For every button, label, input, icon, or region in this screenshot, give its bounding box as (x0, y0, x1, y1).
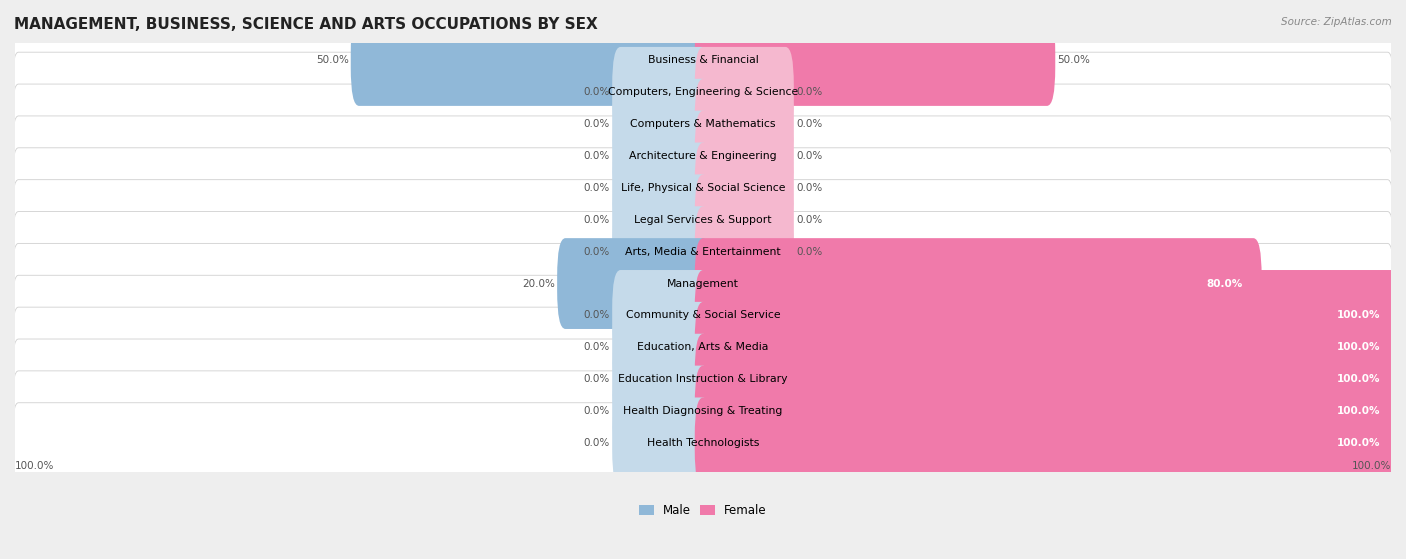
FancyBboxPatch shape (695, 143, 794, 233)
FancyBboxPatch shape (13, 307, 1393, 387)
Text: 0.0%: 0.0% (796, 247, 823, 257)
Text: 20.0%: 20.0% (522, 278, 555, 288)
Text: Education Instruction & Library: Education Instruction & Library (619, 374, 787, 384)
FancyBboxPatch shape (13, 371, 1393, 451)
Text: 0.0%: 0.0% (583, 342, 610, 352)
Text: 0.0%: 0.0% (583, 374, 610, 384)
Text: Computers & Mathematics: Computers & Mathematics (630, 119, 776, 129)
Text: 0.0%: 0.0% (583, 438, 610, 448)
Text: 100.0%: 100.0% (1337, 406, 1381, 416)
FancyBboxPatch shape (13, 116, 1393, 196)
FancyBboxPatch shape (695, 397, 1399, 489)
Text: Health Technologists: Health Technologists (647, 438, 759, 448)
FancyBboxPatch shape (13, 402, 1393, 483)
Text: Health Diagnosing & Treating: Health Diagnosing & Treating (623, 406, 783, 416)
FancyBboxPatch shape (695, 366, 1399, 457)
FancyBboxPatch shape (695, 15, 1056, 106)
FancyBboxPatch shape (695, 47, 794, 138)
Text: MANAGEMENT, BUSINESS, SCIENCE AND ARTS OCCUPATIONS BY SEX: MANAGEMENT, BUSINESS, SCIENCE AND ARTS O… (14, 17, 598, 32)
Text: 100.0%: 100.0% (1351, 461, 1391, 471)
FancyBboxPatch shape (695, 111, 794, 201)
Text: 100.0%: 100.0% (1337, 438, 1381, 448)
Text: 0.0%: 0.0% (583, 406, 610, 416)
Text: 100.0%: 100.0% (1337, 374, 1381, 384)
Text: 50.0%: 50.0% (316, 55, 349, 65)
Text: Computers, Engineering & Science: Computers, Engineering & Science (607, 87, 799, 97)
FancyBboxPatch shape (695, 270, 1399, 361)
Text: 100.0%: 100.0% (1337, 310, 1381, 320)
Text: 0.0%: 0.0% (796, 215, 823, 225)
FancyBboxPatch shape (612, 270, 711, 361)
FancyBboxPatch shape (695, 334, 1399, 425)
Text: 100.0%: 100.0% (15, 461, 55, 471)
FancyBboxPatch shape (695, 238, 1261, 329)
FancyBboxPatch shape (13, 84, 1393, 164)
Text: Life, Physical & Social Science: Life, Physical & Social Science (621, 183, 785, 193)
FancyBboxPatch shape (13, 148, 1393, 228)
Text: Business & Financial: Business & Financial (648, 55, 758, 65)
Text: Source: ZipAtlas.com: Source: ZipAtlas.com (1281, 17, 1392, 27)
FancyBboxPatch shape (612, 302, 711, 393)
FancyBboxPatch shape (612, 111, 711, 201)
FancyBboxPatch shape (695, 79, 794, 169)
Text: 0.0%: 0.0% (796, 183, 823, 193)
FancyBboxPatch shape (612, 366, 711, 457)
Text: 50.0%: 50.0% (1057, 55, 1090, 65)
Text: 0.0%: 0.0% (583, 215, 610, 225)
FancyBboxPatch shape (13, 211, 1393, 292)
Text: Management: Management (666, 278, 740, 288)
FancyBboxPatch shape (612, 397, 711, 489)
Text: 0.0%: 0.0% (796, 151, 823, 161)
Text: 0.0%: 0.0% (583, 119, 610, 129)
Text: Legal Services & Support: Legal Services & Support (634, 215, 772, 225)
Text: 0.0%: 0.0% (796, 119, 823, 129)
FancyBboxPatch shape (612, 79, 711, 169)
FancyBboxPatch shape (557, 238, 711, 329)
Text: 0.0%: 0.0% (583, 87, 610, 97)
FancyBboxPatch shape (13, 275, 1393, 356)
Text: Community & Social Service: Community & Social Service (626, 310, 780, 320)
FancyBboxPatch shape (350, 15, 711, 106)
FancyBboxPatch shape (695, 302, 1399, 393)
FancyBboxPatch shape (13, 20, 1393, 101)
Text: 0.0%: 0.0% (796, 87, 823, 97)
Text: 0.0%: 0.0% (583, 151, 610, 161)
Text: Arts, Media & Entertainment: Arts, Media & Entertainment (626, 247, 780, 257)
Text: 100.0%: 100.0% (1337, 342, 1381, 352)
Text: Education, Arts & Media: Education, Arts & Media (637, 342, 769, 352)
FancyBboxPatch shape (13, 339, 1393, 419)
Text: 0.0%: 0.0% (583, 183, 610, 193)
FancyBboxPatch shape (612, 206, 711, 297)
Text: 0.0%: 0.0% (583, 310, 610, 320)
Text: Architecture & Engineering: Architecture & Engineering (630, 151, 776, 161)
FancyBboxPatch shape (612, 143, 711, 233)
FancyBboxPatch shape (612, 47, 711, 138)
Legend: Male, Female: Male, Female (634, 499, 772, 522)
Text: 80.0%: 80.0% (1206, 278, 1243, 288)
FancyBboxPatch shape (13, 52, 1393, 132)
FancyBboxPatch shape (13, 243, 1393, 324)
FancyBboxPatch shape (695, 206, 794, 297)
FancyBboxPatch shape (612, 334, 711, 425)
FancyBboxPatch shape (612, 174, 711, 265)
Text: 0.0%: 0.0% (583, 247, 610, 257)
FancyBboxPatch shape (695, 174, 794, 265)
FancyBboxPatch shape (13, 179, 1393, 260)
